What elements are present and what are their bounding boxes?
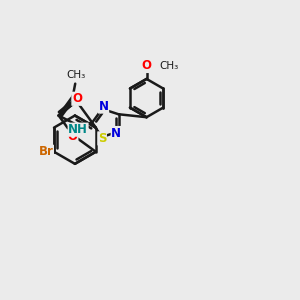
Text: O: O	[72, 92, 82, 105]
Text: O: O	[68, 130, 78, 143]
Text: N: N	[111, 127, 121, 140]
Text: CH₃: CH₃	[159, 61, 178, 71]
Text: N: N	[99, 100, 109, 113]
Text: S: S	[98, 132, 106, 145]
Text: O: O	[142, 59, 152, 73]
Text: NH: NH	[68, 123, 88, 136]
Text: Br: Br	[38, 145, 53, 158]
Text: CH₃: CH₃	[66, 70, 85, 80]
